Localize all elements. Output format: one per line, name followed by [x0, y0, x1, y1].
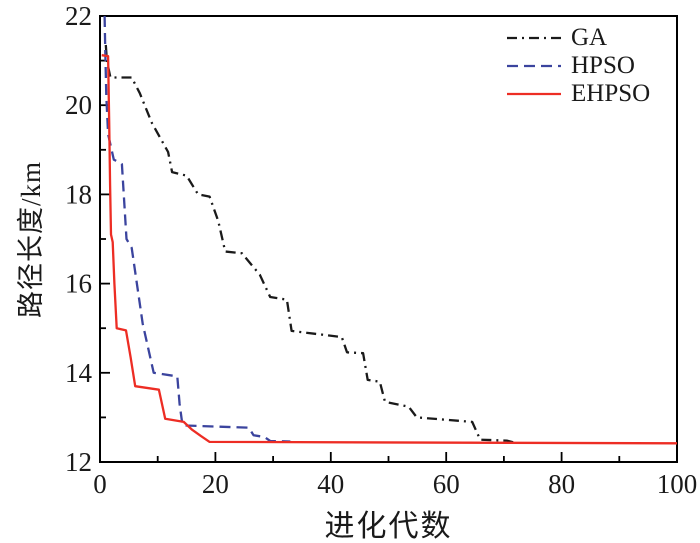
legend-label-ehpso: EHPSO	[571, 80, 651, 107]
y-axis-title: 路径长度/km	[15, 160, 46, 318]
legend-line-ga-icon	[507, 36, 561, 40]
legend-label-hpso: HPSO	[571, 52, 635, 79]
y-tick-label: 14	[65, 358, 93, 388]
legend-line-ehpso-icon	[507, 92, 561, 96]
plot-border	[99, 15, 678, 463]
series-line-ga	[104, 44, 516, 444]
legend-label-ga: GA	[571, 24, 608, 51]
y-tick-label: 22	[65, 1, 92, 31]
series-line-ehpso	[101, 54, 678, 445]
y-tick-label: 18	[65, 179, 92, 209]
y-tick-label: 12	[65, 447, 92, 477]
legend-item-hpso: HPSO	[506, 52, 650, 80]
y-tick-label: 16	[65, 269, 92, 299]
x-axis-title: 进化代数	[324, 510, 453, 543]
x-tick-label: 100	[657, 469, 698, 499]
series-line-hpso	[103, 15, 291, 443]
x-tick-label: 20	[202, 469, 229, 499]
x-tick-label: 60	[433, 469, 460, 499]
legend: GA HPSO EHPSO	[506, 24, 650, 108]
x-tick-label: 0	[93, 469, 107, 499]
x-tick-label: 40	[317, 469, 344, 499]
y-axis-title-wrap: 路径长度/km	[0, 16, 56, 462]
y-tick-label: 20	[65, 90, 92, 120]
x-tick-label: 80	[548, 469, 575, 499]
legend-item-ga: GA	[506, 24, 650, 52]
legend-item-ehpso: EHPSO	[506, 80, 650, 108]
legend-line-hpso-icon	[507, 64, 561, 68]
